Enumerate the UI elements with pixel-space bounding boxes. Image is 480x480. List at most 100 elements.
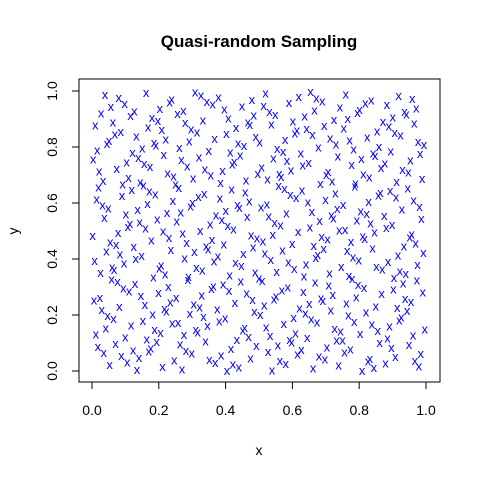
- data-point: x: [393, 190, 400, 205]
- data-point: x: [410, 328, 417, 343]
- x-tick-label: 0.4: [216, 402, 236, 418]
- data-point: x: [305, 155, 312, 170]
- data-point: x: [224, 218, 231, 233]
- data-point: x: [158, 257, 165, 272]
- y-tick-label: 0.8: [44, 137, 60, 157]
- data-point: x: [164, 165, 171, 180]
- data-point: x: [219, 163, 226, 178]
- data-point: x: [214, 301, 221, 316]
- data-point: x: [168, 242, 175, 257]
- data-point: x: [91, 293, 98, 308]
- data-point: x: [301, 269, 308, 284]
- data-point: x: [371, 225, 378, 240]
- data-point: x: [245, 114, 252, 129]
- data-point: x: [397, 263, 404, 278]
- data-point: x: [151, 322, 158, 337]
- data-point: x: [328, 208, 335, 223]
- data-point: x: [273, 264, 280, 279]
- data-point: x: [260, 98, 267, 113]
- data-point: x: [170, 193, 177, 208]
- data-point: x: [268, 252, 275, 267]
- data-point: x: [90, 152, 97, 167]
- data-point: x: [180, 103, 187, 118]
- data-point: x: [345, 308, 352, 323]
- data-point: x: [269, 362, 276, 377]
- data-point: x: [381, 208, 388, 223]
- data-point: x: [159, 122, 166, 137]
- data-point: x: [303, 121, 310, 136]
- data-point: x: [204, 318, 211, 333]
- data-point: x: [146, 184, 153, 199]
- data-point: x: [310, 361, 317, 376]
- data-point: x: [384, 97, 391, 112]
- data-point: x: [344, 243, 351, 258]
- data-point: x: [418, 211, 425, 226]
- data-point: x: [352, 179, 359, 194]
- data-point: x: [299, 183, 306, 198]
- data-point: x: [120, 281, 127, 296]
- data-point: x: [101, 210, 108, 225]
- data-point: x: [241, 138, 248, 153]
- data-point: x: [402, 291, 409, 306]
- data-point: x: [388, 340, 395, 355]
- data-point: x: [151, 135, 158, 150]
- data-point: x: [410, 192, 417, 207]
- data-point: x: [211, 131, 218, 146]
- data-point: x: [344, 111, 351, 126]
- data-point: x: [200, 112, 207, 127]
- data-point: x: [137, 175, 144, 190]
- data-point: x: [220, 276, 227, 291]
- data-point: x: [348, 234, 355, 249]
- data-point: x: [121, 96, 128, 111]
- data-point: x: [228, 341, 235, 356]
- data-point: x: [346, 133, 353, 148]
- data-point: x: [316, 349, 323, 364]
- data-point: x: [202, 334, 209, 349]
- data-point: x: [95, 179, 102, 194]
- data-point: x: [243, 286, 250, 301]
- data-point: x: [253, 338, 260, 353]
- data-point: x: [420, 245, 427, 260]
- data-point: x: [290, 113, 297, 128]
- data-point: x: [290, 310, 297, 325]
- data-point: x: [412, 353, 419, 368]
- data-point: x: [305, 195, 312, 210]
- data-point: x: [406, 337, 413, 352]
- data-point: x: [212, 355, 219, 370]
- data-point: x: [367, 351, 374, 366]
- data-point: x: [198, 87, 205, 102]
- data-point: x: [104, 136, 111, 151]
- data-point: x: [320, 241, 327, 256]
- data-point: x: [289, 236, 296, 251]
- data-point: x: [376, 335, 383, 350]
- data-point: x: [354, 105, 361, 120]
- data-point: x: [288, 335, 295, 350]
- data-point: x: [403, 106, 410, 121]
- data-point: x: [139, 141, 146, 156]
- data-point: x: [256, 270, 263, 285]
- data-point: x: [178, 152, 185, 167]
- data-point: x: [399, 162, 406, 177]
- data-point: x: [294, 123, 301, 138]
- data-point: x: [298, 146, 305, 161]
- data-point: x: [373, 259, 380, 274]
- data-point: x: [254, 231, 261, 246]
- data-point: x: [329, 173, 336, 188]
- data-point: x: [179, 361, 186, 376]
- data-point: x: [333, 136, 340, 151]
- y-tick-label: 1.0: [44, 81, 60, 101]
- data-point: x: [266, 208, 273, 223]
- data-point: x: [346, 268, 353, 283]
- data-point: x: [279, 243, 286, 258]
- data-point: x: [144, 331, 151, 346]
- data-point: x: [141, 156, 148, 171]
- data-point: x: [262, 86, 269, 101]
- data-point: x: [130, 343, 137, 358]
- data-point: x: [326, 278, 333, 293]
- data-point: x: [176, 180, 183, 195]
- data-point: x: [373, 298, 380, 313]
- data-point: x: [113, 237, 120, 252]
- data-point: x: [374, 323, 381, 338]
- data-point: x: [176, 140, 183, 155]
